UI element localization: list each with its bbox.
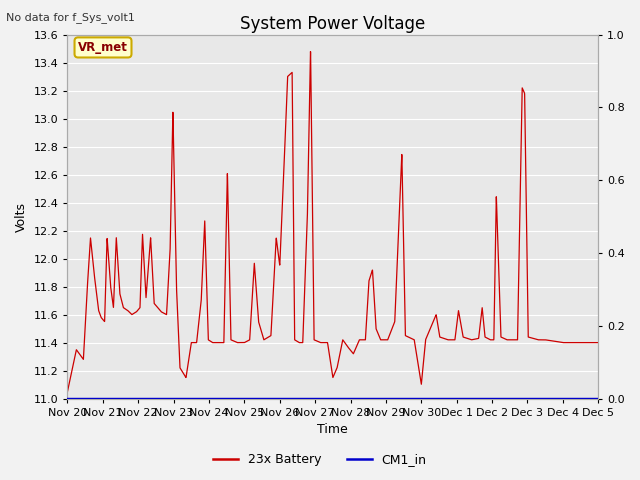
Y-axis label: Volts: Volts [15,202,28,231]
Text: No data for f_Sys_volt1: No data for f_Sys_volt1 [6,12,135,23]
Title: System Power Voltage: System Power Voltage [240,15,426,33]
Text: VR_met: VR_met [78,41,128,54]
X-axis label: Time: Time [317,423,348,436]
Legend: 23x Battery, CM1_in: 23x Battery, CM1_in [208,448,432,471]
